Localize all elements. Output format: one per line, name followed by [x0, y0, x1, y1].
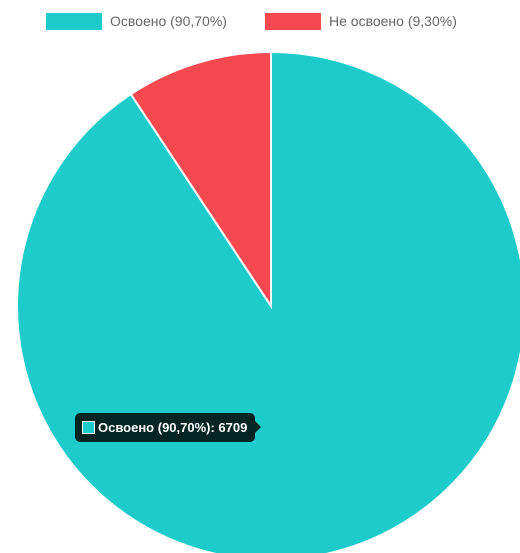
chart-legend: Освоено (90,70%) Не освоено (9,30%) — [0, 10, 520, 32]
legend-item-osvoeno[interactable]: Освоено (90,70%) — [46, 10, 227, 32]
pie-slice-ne-osvoeno[interactable] — [129, 50, 272, 310]
legend-swatch-osvoeno — [46, 12, 102, 30]
chart-tooltip: Освоено (90,70%): 6709 — [75, 413, 262, 442]
legend-item-ne-osvoeno[interactable]: Не освоено (9,30%) — [265, 10, 457, 32]
tooltip-text: Освоено (90,70%): 6709 — [98, 420, 248, 435]
legend-label-osvoeno: Освоено (90,70%) — [110, 13, 227, 29]
pie-slices — [16, 50, 520, 553]
legend-label-ne-osvoeno: Не освоено (9,30%) — [329, 13, 457, 29]
legend-swatch-ne-osvoeno — [265, 12, 321, 30]
tooltip-swatch — [82, 421, 95, 434]
